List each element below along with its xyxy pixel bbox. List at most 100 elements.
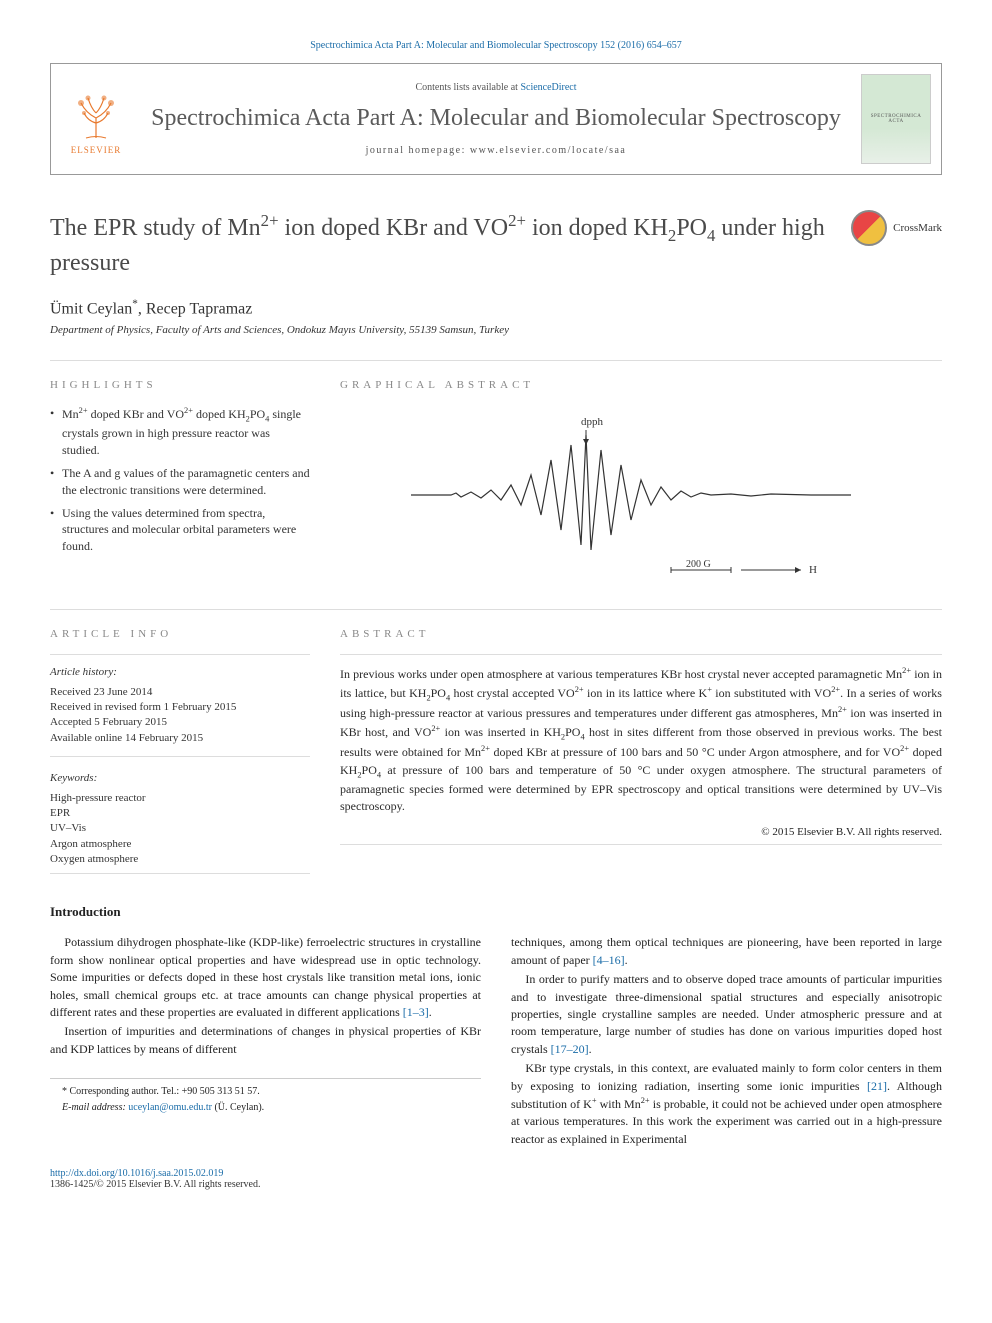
email-label: E-mail address: (62, 1102, 128, 1113)
highlight-text: Mn (62, 407, 79, 421)
body-column-left: Potassium dihydrogen phosphate-like (KDP… (50, 934, 481, 1150)
scale-label: 200 G (686, 559, 711, 570)
body-text: with Mn (597, 1097, 641, 1111)
divider (340, 654, 942, 655)
crossmark-badge[interactable]: CrossMark (851, 210, 942, 246)
keyword: Argon atmosphere (50, 837, 310, 852)
highlight-sup: 2+ (79, 406, 88, 415)
header-center: Contents lists available at ScienceDirec… (141, 70, 851, 167)
author-name[interactable]: Ümit Ceylan (50, 300, 132, 317)
journal-header-box: ELSEVIER Contents lists available at Sci… (50, 63, 942, 175)
graphical-abstract: dpph 200 G H (340, 405, 942, 585)
highlights-label: HIGHLIGHTS (50, 379, 310, 391)
author-separator: , (138, 300, 146, 317)
abstract-sup: 2+ (481, 744, 490, 753)
publisher-logo-block: ELSEVIER (51, 73, 141, 165)
elsevier-text: ELSEVIER (71, 145, 122, 155)
graphical-abstract-label: GRAPHICAL ABSTRACT (340, 379, 942, 391)
crossmark-icon (851, 210, 887, 246)
body-text: . (429, 1005, 432, 1019)
abstract-span: ion substituted with VO (712, 686, 831, 700)
body-column-right: techniques, among them optical technique… (511, 934, 942, 1150)
highlight-item: Mn2+ doped KBr and VO2+ doped KH2PO4 sin… (50, 405, 310, 459)
abstract-sup: 2+ (902, 666, 911, 675)
sciencedirect-link[interactable]: ScienceDirect (520, 82, 576, 93)
divider (50, 756, 310, 757)
affiliation: Department of Physics, Faculty of Arts a… (50, 324, 942, 336)
header-citation[interactable]: Spectrochimica Acta Part A: Molecular an… (50, 40, 942, 51)
email-link[interactable]: uceylan@omu.edu.tr (128, 1102, 212, 1113)
intro-paragraph: techniques, among them optical technique… (511, 934, 942, 969)
history-online: Available online 14 February 2015 (50, 731, 310, 746)
email-suffix: (Ü. Ceylan). (212, 1102, 264, 1113)
abstract-span: PO (565, 725, 580, 739)
abstract-span: PO (362, 763, 377, 777)
abstract-label: ABSTRACT (340, 628, 942, 640)
copyright: © 2015 Elsevier B.V. All rights reserved… (340, 826, 942, 838)
abstract-sup: 2+ (431, 724, 440, 733)
homepage-prefix: journal homepage: (366, 145, 470, 156)
highlights-list: Mn2+ doped KBr and VO2+ doped KH2PO4 sin… (50, 405, 310, 555)
abstract-span: PO (431, 686, 446, 700)
body-text: . (589, 1042, 592, 1056)
contents-prefix: Contents lists available at (415, 82, 520, 93)
footnote: * Corresponding author. Tel.: +90 505 31… (50, 1078, 481, 1115)
title-sup: 2+ (261, 211, 279, 230)
keyword: UV–Vis (50, 821, 310, 836)
contents-available-line: Contents lists available at ScienceDirec… (151, 82, 841, 93)
journal-cover-thumbnail: SPECTROCHIMICA ACTA (861, 74, 931, 164)
author-name[interactable]: Recep Tapramaz (146, 300, 253, 317)
highlight-sup: 2+ (184, 406, 193, 415)
reference-link[interactable]: [17–20] (551, 1042, 589, 1056)
epr-spectrum-icon: dpph 200 G H (340, 405, 942, 585)
highlight-text: PO (250, 407, 265, 421)
abstract-span: In previous works under open atmosphere … (340, 667, 902, 681)
title-text: The EPR study of Mn (50, 215, 261, 241)
intro-paragraph: Insertion of impurities and determinatio… (50, 1023, 481, 1058)
divider (50, 654, 310, 655)
title-sup: 2+ (508, 211, 526, 230)
divider (340, 844, 942, 845)
divider (50, 360, 942, 361)
crossmark-label: CrossMark (893, 222, 942, 234)
axis-label: H (809, 564, 817, 576)
abstract-sup: 2+ (575, 685, 584, 694)
authors: Ümit Ceylan*, Recep Tapramaz (50, 298, 942, 318)
divider (50, 609, 942, 610)
intro-paragraph: KBr type crystals, in this context, are … (511, 1060, 942, 1148)
corresponding-author: * Corresponding author. Tel.: +90 505 31… (50, 1085, 481, 1099)
abstract-text: In previous works under open atmosphere … (340, 665, 942, 816)
article-info-label: ARTICLE INFO (50, 628, 310, 640)
intro-paragraph: In order to purify matters and to observ… (511, 971, 942, 1058)
keyword: Oxygen atmosphere (50, 852, 310, 867)
homepage-url[interactable]: www.elsevier.com/locate/saa (470, 145, 626, 156)
email-line: E-mail address: uceylan@omu.edu.tr (Ü. C… (50, 1101, 481, 1115)
abstract-sup: 2+ (831, 685, 840, 694)
abstract-span: at pressure of 100 bars and temperature … (340, 763, 942, 814)
doi-link[interactable]: http://dx.doi.org/10.1016/j.saa.2015.02.… (50, 1168, 223, 1179)
abstract-span: doped KBr at pressure of 100 bars and 50… (490, 745, 900, 759)
keywords-header: Keywords: (50, 771, 310, 786)
reference-link[interactable]: [21] (867, 1079, 887, 1093)
title-text: ion doped KH (526, 215, 668, 241)
history-revised: Received in revised form 1 February 2015 (50, 700, 310, 715)
keyword: EPR (50, 806, 310, 821)
page-footer: http://dx.doi.org/10.1016/j.saa.2015.02.… (50, 1168, 942, 1190)
article-info: Article history: Received 23 June 2014 R… (50, 665, 310, 867)
body-text: techniques, among them optical technique… (511, 935, 942, 966)
reference-link[interactable]: [4–16] (593, 953, 625, 967)
abstract-sup: 2+ (900, 744, 909, 753)
highlight-item: Using the values determined from spectra… (50, 505, 310, 555)
introduction-header: Introduction (50, 904, 942, 920)
abstract-span: host crystal accepted VO (450, 686, 575, 700)
abstract-sup: 2+ (838, 705, 847, 714)
reference-link[interactable]: [1–3] (403, 1005, 429, 1019)
title-text: PO (676, 215, 707, 241)
highlight-text: doped KH (193, 407, 246, 421)
title-text: ion doped KBr and VO (279, 215, 509, 241)
history-header: Article history: (50, 665, 310, 680)
divider (50, 873, 310, 874)
abstract-span: ion in its lattice where K (584, 686, 708, 700)
journal-homepage: journal homepage: www.elsevier.com/locat… (151, 145, 841, 156)
body-text: . (625, 953, 628, 967)
